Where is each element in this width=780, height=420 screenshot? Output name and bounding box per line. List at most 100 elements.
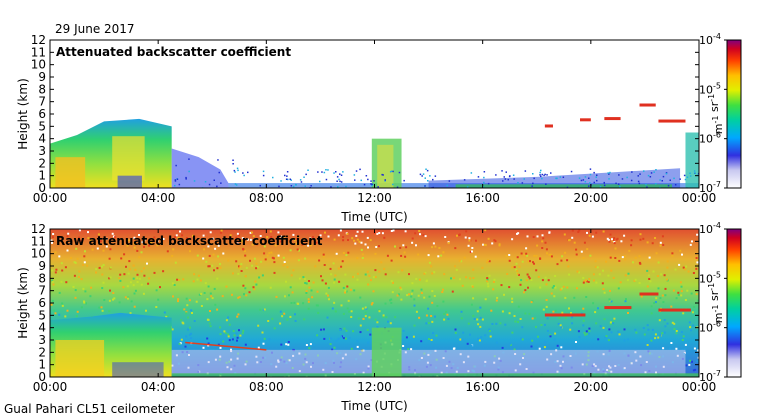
noise-cell xyxy=(691,240,693,243)
speckle xyxy=(683,174,686,177)
noise-cell xyxy=(682,335,685,338)
noise-cell xyxy=(309,237,312,240)
noise-cell xyxy=(268,252,271,255)
noise-cell xyxy=(109,266,112,269)
noise-cell xyxy=(171,328,174,331)
noise-cell xyxy=(123,253,126,256)
noise-cell xyxy=(535,269,538,272)
speckle xyxy=(323,171,326,174)
noise-cell xyxy=(511,266,514,269)
noise-cell xyxy=(112,292,115,294)
noise-cell xyxy=(125,265,127,268)
speckle xyxy=(327,169,329,171)
noise-cell xyxy=(119,273,122,276)
noise-cell xyxy=(646,269,649,272)
noise-cell xyxy=(86,264,89,267)
speckle xyxy=(363,183,366,186)
noise-cell xyxy=(217,255,220,258)
noise-cell xyxy=(569,328,572,331)
noise-cell xyxy=(177,298,180,301)
noise-cell xyxy=(87,231,89,234)
noise-cell xyxy=(290,302,293,304)
noise-cell xyxy=(492,288,495,291)
noise-cell xyxy=(66,235,69,238)
noise-cell xyxy=(467,322,470,325)
noise-cell xyxy=(364,273,367,276)
noise-cell xyxy=(249,259,251,262)
cloud-fragment-4 xyxy=(658,119,686,123)
noise-cell xyxy=(659,244,662,247)
noise-cell xyxy=(264,258,267,261)
noise-cell xyxy=(398,293,400,296)
cloud-fragment-1 xyxy=(604,306,632,310)
noise-cell xyxy=(481,266,484,269)
noise-cell xyxy=(389,322,392,325)
speckle xyxy=(272,176,274,179)
noise-cell xyxy=(307,298,310,301)
speckle xyxy=(188,158,190,160)
noise-cell xyxy=(211,237,214,240)
noise-cell xyxy=(84,302,87,305)
noise-cell xyxy=(127,297,129,300)
noise-cell xyxy=(454,328,457,331)
x-tick-label: 04:00 xyxy=(141,191,176,205)
noise-cell xyxy=(312,281,315,284)
y-tick-label: 9 xyxy=(38,259,46,273)
speckle xyxy=(303,176,305,178)
panel-title: Attenuated backscatter coefficient xyxy=(56,45,291,59)
noise-cell xyxy=(603,318,606,321)
noise-cell xyxy=(526,254,529,257)
noise-cell xyxy=(342,286,345,289)
noise-cell xyxy=(316,290,319,293)
noise-cell xyxy=(312,236,314,238)
noise-cell xyxy=(693,305,696,308)
noise-cell xyxy=(51,279,54,282)
noise-cell xyxy=(66,249,69,252)
noise-cell xyxy=(390,280,393,283)
speckle xyxy=(546,174,548,176)
noise-cell xyxy=(430,339,433,341)
noise-cell xyxy=(553,338,556,341)
speckle xyxy=(584,181,587,183)
speckle xyxy=(693,170,696,172)
noise-cell xyxy=(263,308,266,311)
noise-cell xyxy=(611,238,613,241)
noise-cell xyxy=(345,254,348,257)
speckle xyxy=(390,170,393,172)
noise-cell xyxy=(258,276,261,279)
noise-cell xyxy=(588,277,591,280)
noise-cell xyxy=(102,281,105,284)
speckle xyxy=(674,184,677,186)
noise-cell xyxy=(695,267,698,270)
noise-cell xyxy=(282,264,285,267)
noise-cell xyxy=(525,252,528,255)
noise-cell xyxy=(245,294,248,297)
noise-cell xyxy=(517,305,520,308)
noise-cell xyxy=(670,305,673,308)
noise-cell xyxy=(292,233,295,236)
speckle xyxy=(638,182,641,185)
speckle xyxy=(521,182,524,184)
noise-cell xyxy=(280,343,283,346)
noise-cell xyxy=(523,291,525,294)
noise-cell xyxy=(238,265,240,268)
noise-cell xyxy=(368,316,371,319)
noise-cell xyxy=(519,318,522,320)
noise-cell xyxy=(454,265,456,268)
noise-cell xyxy=(244,287,247,290)
speckle xyxy=(216,185,218,188)
noise-cell xyxy=(632,261,634,264)
noise-cell xyxy=(431,290,434,293)
speckle xyxy=(381,173,383,176)
noise-cell xyxy=(626,279,629,282)
noise-cell xyxy=(181,234,184,237)
noise-cell xyxy=(368,274,371,277)
noise-cell xyxy=(484,298,487,301)
noise-cell xyxy=(663,319,666,322)
y-tick-label: 11 xyxy=(31,234,46,248)
noise-cell xyxy=(316,304,319,307)
noise-cell xyxy=(620,240,623,243)
noise-cell xyxy=(617,330,620,333)
noise-cell xyxy=(531,339,534,342)
y-tick-label: 2 xyxy=(38,156,46,170)
